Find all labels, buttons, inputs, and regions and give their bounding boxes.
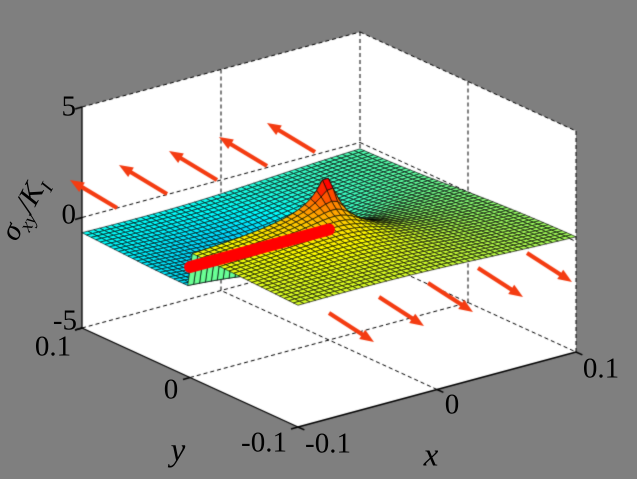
x-tick-neg0p1: -0.1 [305,427,351,460]
x-axis-label: x [423,437,439,474]
x-tick-0: 0 [444,388,460,421]
y-axis-label: y [170,432,186,469]
y-tick-0p1: 0.1 [34,330,72,363]
x-tick-0p1: 0.1 [582,352,620,385]
y-tick-0: 0 [163,373,179,406]
z-tick-neg5: -5 [52,304,77,337]
z-tick-0: 0 [61,198,77,231]
y-tick-neg0p1: -0.1 [241,426,287,459]
z-tick-5: 5 [61,90,77,123]
